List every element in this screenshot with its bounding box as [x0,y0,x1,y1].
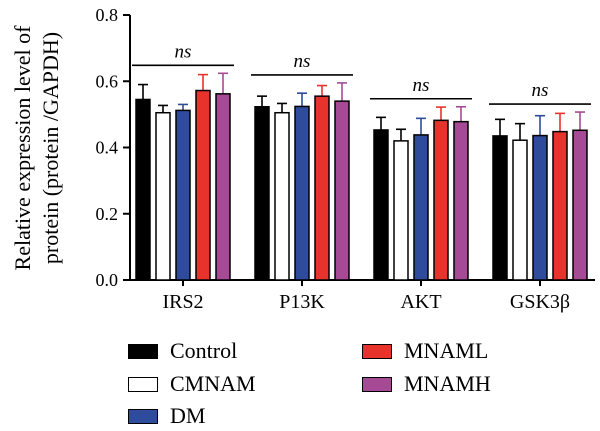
legend-swatch-dm [128,408,158,424]
y-axis-label: Relative expression level of protein (pro… [10,25,63,271]
x-tick-label: AKT [400,291,441,313]
legend-label-control: Control [170,338,238,363]
bar-cmnam-gsk3β [512,139,528,281]
significance-label: ns [175,41,192,62]
bar-dm-akt [413,134,429,281]
significance-label: ns [413,75,430,96]
bar-control-p13k [254,106,270,281]
legend-item-mnamh: MNAMH [362,371,491,397]
bar-control-gsk3β [492,135,508,281]
significance-label: ns [294,51,311,72]
y-axis-label-line-2: protein (protein /GAPDH) [38,32,63,264]
bar-mnamh-p13k [334,100,350,281]
x-tick-label: GSK3β [510,291,570,313]
bar-mnamh-gsk3β [572,129,588,281]
legend-label-mnaml: MNAML [404,338,489,363]
significance-annotations: ns ns ns ns [132,41,591,105]
x-axis: IRS2 P13K AKT GSK3β [130,279,595,313]
bar-dm-p13k [294,105,310,281]
bar-mnaml-akt [433,119,449,281]
y-axis: 0.0 0.2 0.4 0.6 0.8 [96,5,131,290]
bar-cmnam-p13k [274,111,290,281]
legend-label-cmnam: CMNAM [170,371,256,396]
bar-control-irs2 [135,98,151,281]
bar-control-akt [373,129,389,281]
legend-item-dm: DM [128,403,205,429]
y-tick-label: 0.0 [96,270,119,290]
legend-label-dm: DM [170,403,206,428]
y-tick-label: 0.2 [96,204,119,224]
legend-item-mnaml: MNAML [362,338,488,364]
bar-dm-irs2 [175,109,191,281]
bar-mnaml-gsk3β [552,130,568,281]
y-tick-label: 0.4 [96,138,119,158]
bars [135,72,588,281]
x-tick-label: P13K [279,291,325,313]
bar-mnamh-akt [453,120,469,281]
significance-label: ns [532,80,549,101]
bar-mnaml-irs2 [195,89,211,281]
legend-swatch-cmnam [128,376,158,392]
legend-label-mnamh: MNAMH [404,371,491,396]
y-tick-label: 0.6 [96,71,119,91]
legend-swatch-mnaml [362,343,392,359]
bar-dm-gsk3β [532,134,548,281]
y-tick-label: 0.8 [96,5,119,25]
legend-item-cmnam: CMNAM [128,371,256,397]
y-axis-label-line-1: Relative expression level of [10,25,35,271]
legend-swatch-mnamh [362,376,392,392]
bar-mnaml-p13k [314,95,330,281]
x-tick-label: IRS2 [162,291,203,313]
bar-cmnam-akt [393,140,409,281]
bar-cmnam-irs2 [155,111,171,281]
legend-swatch-control [128,343,158,359]
legend-item-control: Control [128,338,237,364]
bar-mnamh-irs2 [215,93,231,281]
